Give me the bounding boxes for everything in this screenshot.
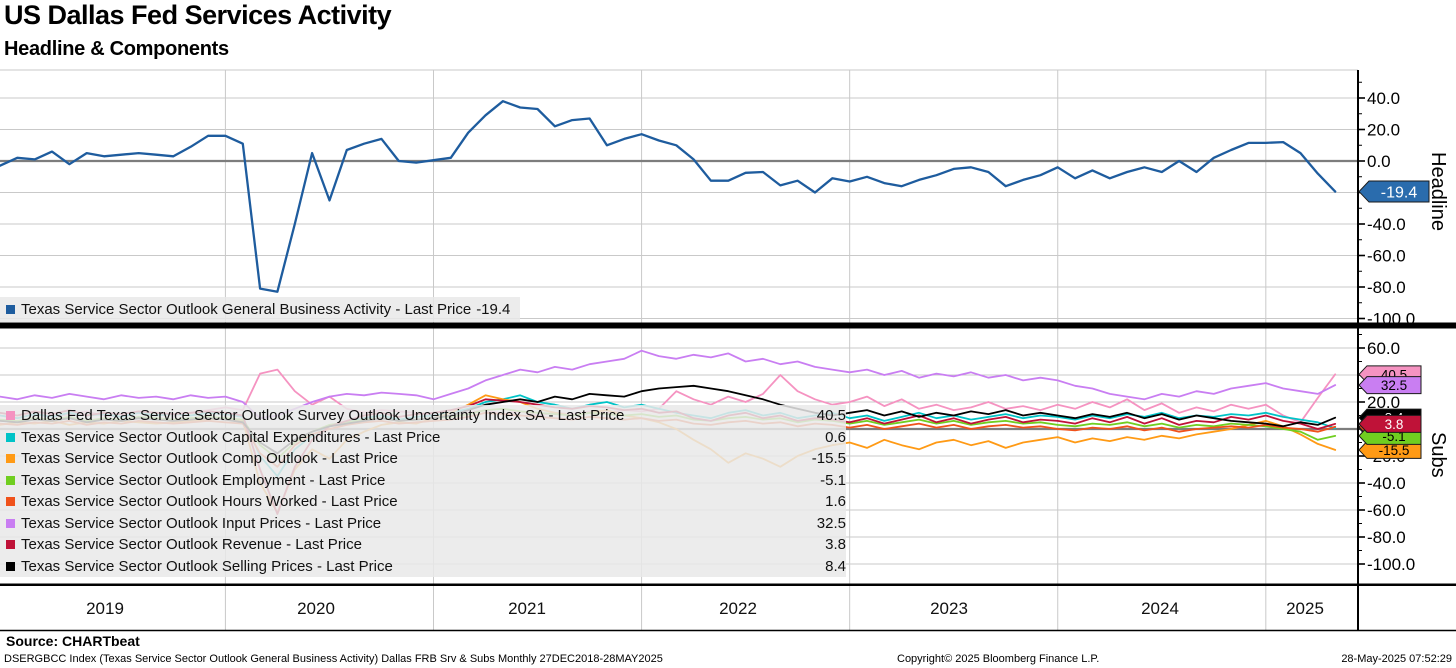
hours-worked-series-marker-icon: [6, 497, 15, 507]
headline-series: [0, 100, 1337, 293]
last-price-badges: 0.61.68.4-15.5-5.140.532.53.8-19.4: [1358, 180, 1430, 459]
last-price-badge: [1358, 414, 1422, 433]
x-tick-2021: 2021: [508, 599, 546, 618]
legend-label: Texas Service Sector Outlook Comp Outloo…: [21, 450, 398, 468]
employment-series-marker-icon: [6, 475, 15, 485]
legend-label: Texas Service Sector Outlook Input Price…: [21, 514, 382, 532]
legend-value: 3.8: [825, 536, 846, 554]
legend-value: -5.1: [820, 471, 846, 489]
gridlines: [0, 69, 1358, 630]
legend-label: Dallas Fed Texas Service Sector Outlook …: [21, 407, 625, 425]
legend-label: Texas Service Sector Outlook Selling Pri…: [21, 557, 393, 575]
subs-legend-row-selling-prices[interactable]: Texas Service Sector Outlook Selling Pri…: [0, 555, 846, 577]
y-tick-label: 60.0: [1367, 339, 1400, 358]
chart-subtitle: Headline & Components: [4, 38, 229, 60]
y-tick-label: -40.0: [1367, 474, 1406, 493]
subs-legend-row-employment[interactable]: Texas Service Sector Outlook Employment …: [0, 469, 846, 491]
y-tick-label: 40.0: [1367, 89, 1400, 108]
subs-legend-row-uncertainty[interactable]: Dallas Fed Texas Service Sector Outlook …: [0, 405, 846, 427]
comp-outlook-series-marker-icon: [6, 454, 15, 464]
input-prices-series-marker-icon: [6, 518, 15, 528]
last-price-badge: [1358, 376, 1422, 395]
y-tick-label: -40.0: [1367, 215, 1406, 234]
legend-value: -15.5: [811, 450, 846, 468]
subs-legend-row-revenue[interactable]: Texas Service Sector Outlook Revenue - L…: [0, 534, 846, 556]
panel-dividers: [0, 322, 1456, 632]
x-tick-2024: 2024: [1141, 599, 1179, 618]
subs-axis-label: Subs: [1427, 432, 1449, 478]
y-tick-label: 20.0: [1367, 121, 1400, 140]
subs-legend-row-input-prices[interactable]: Texas Service Sector Outlook Input Price…: [0, 512, 846, 534]
legend-value: 1.6: [825, 493, 846, 511]
y-tick-label: -100.0: [1367, 555, 1415, 574]
headline-axis-label: Headline: [1427, 152, 1449, 231]
headline-legend-label: Texas Service Sector Outlook General Bus…: [21, 301, 472, 318]
last-price-badge-value: 3.8: [1385, 417, 1404, 432]
legend-label: Texas Service Sector Outlook Hours Worke…: [21, 493, 398, 511]
headline-series-marker-icon: [6, 305, 15, 314]
copyright-text: Copyright© 2025 Bloomberg Finance L.P.: [897, 653, 1100, 665]
legend-label: Texas Service Sector Outlook Employment …: [21, 471, 386, 489]
revenue-series-marker-icon: [6, 540, 15, 550]
headline-legend-row[interactable]: Texas Service Sector Outlook General Bus…: [0, 297, 521, 322]
y-tick-label: -80.0: [1367, 528, 1406, 547]
series-line: [0, 349, 1337, 420]
legend-value: 32.5: [816, 514, 846, 532]
series-line: [0, 100, 1337, 293]
x-tick-2025: 2025: [1286, 599, 1324, 618]
last-price-badge-value: 32.5: [1381, 378, 1407, 393]
source-label: Source: CHARTbeat: [6, 633, 140, 649]
selling-prices-series-marker-icon: [6, 561, 15, 571]
last-price-badge-value: -15.5: [1379, 443, 1410, 458]
y-tick-label: -60.0: [1367, 501, 1406, 520]
x-tick-2020: 2020: [297, 599, 335, 618]
last-price-badge: [1358, 180, 1430, 203]
ticker-description: DSERGBCC Index (Texas Service Sector Out…: [4, 653, 663, 665]
x-tick-2022: 2022: [719, 599, 757, 618]
legend-value: 8.4: [825, 557, 846, 575]
headline-legend-value: -19.4: [476, 301, 511, 318]
y-tick-label: 0.0: [1367, 152, 1391, 171]
chart-title: US Dallas Fed Services Activity: [4, 0, 392, 30]
legend-value: 40.5: [816, 407, 846, 425]
y-tick-label: -80.0: [1367, 278, 1406, 297]
x-tick-2019: 2019: [86, 599, 124, 618]
legend-label: Texas Service Sector Outlook Capital Exp…: [21, 428, 441, 446]
capex-series-marker-icon: [6, 432, 15, 442]
x-axis: 2019 2020 2021 2022 2023 2024 2025: [0, 599, 1456, 623]
subs-legend-row-capex[interactable]: Texas Service Sector Outlook Capital Exp…: [0, 426, 846, 448]
uncertainty-series-marker-icon: [6, 411, 15, 421]
subs-legend-row-comp-outlook[interactable]: Texas Service Sector Outlook Comp Outloo…: [0, 448, 846, 470]
y-tick-label: 20.0: [1367, 393, 1400, 412]
y-tick-label: -60.0: [1367, 247, 1406, 266]
subs-legend-row-hours-worked[interactable]: Texas Service Sector Outlook Hours Worke…: [0, 491, 846, 513]
x-tick-2023: 2023: [930, 599, 968, 618]
legend-label: Texas Service Sector Outlook Revenue - L…: [21, 536, 362, 554]
last-price-badge-value: -19.4: [1381, 185, 1418, 202]
right-axis: 40.020.00.0-20.0-40.0-60.0-80.0-100.060.…: [1357, 70, 1415, 630]
timestamp: 28-May-2025 07:52:29: [1341, 653, 1452, 665]
legend-value: 0.6: [825, 428, 846, 446]
